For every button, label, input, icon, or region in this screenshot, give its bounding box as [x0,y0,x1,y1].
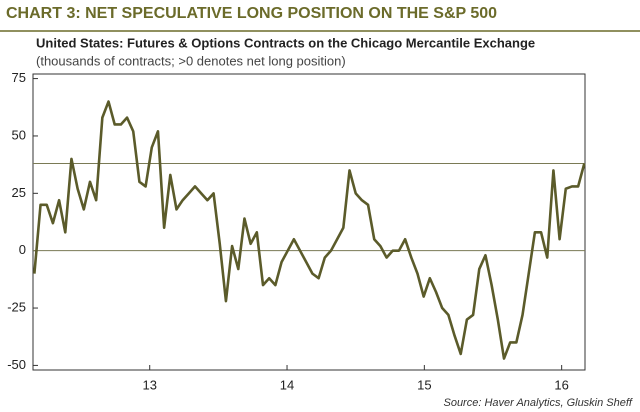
chart-subtitle: United States: Futures & Options Contrac… [36,35,535,50]
x-tick-label: 15 [417,377,431,392]
chart-title: CHART 3: NET SPECULATIVE LONG POSITION O… [6,5,497,22]
data-line [33,100,586,360]
y-tick-label: 50 [12,127,26,142]
x-tick-label: 13 [142,377,156,392]
y-tick-label: -25 [7,299,26,314]
plot-frame [32,73,586,371]
y-tick-label: 0 [19,242,26,257]
y-tick-label: -50 [7,357,26,372]
y-tick-label: 75 [12,70,26,85]
x-tick-label: 16 [554,377,568,392]
y-axis-label: (thousands of contracts; >0 denotes net … [36,53,346,68]
x-tick-label: 14 [280,377,294,392]
source: Source: Haver Analytics, Gluskin Sheff [443,397,632,409]
y-tick-label: 25 [12,185,26,200]
